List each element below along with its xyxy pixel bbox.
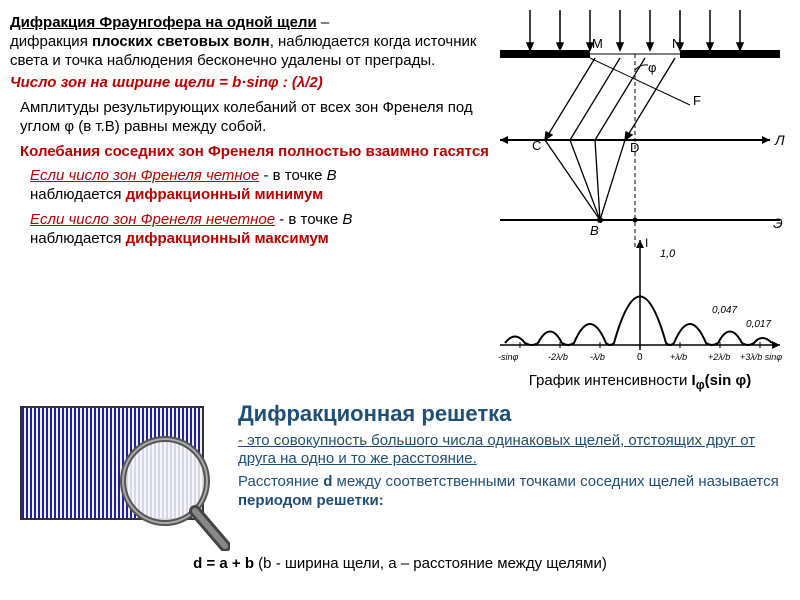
db: d bbox=[323, 473, 332, 490]
fb: (b - ширина щели, a – расстояние между щ… bbox=[254, 555, 607, 572]
label-F: F bbox=[693, 93, 701, 108]
xt4: +λ/b bbox=[670, 352, 687, 362]
label-M: M bbox=[592, 36, 603, 51]
xt6: +3λ/b sinφ bbox=[740, 352, 782, 362]
grating-dist: Расстояние d между соответственными точк… bbox=[238, 473, 790, 511]
grating-text: Дифракционная решетка - это совокупность… bbox=[230, 396, 790, 551]
ica: График интенсивности bbox=[529, 372, 692, 389]
text-column: Дифракция Фраунгофера на одной щели – ди… bbox=[10, 10, 490, 392]
ray-intensity-diagram: M N φ C D F Л bbox=[490, 10, 790, 370]
t2b: плоских световых волн bbox=[92, 33, 270, 50]
svg-text:I: I bbox=[645, 236, 648, 250]
xt2: -λ/b bbox=[590, 352, 605, 362]
grating-title: Дифракционная решетка bbox=[238, 400, 790, 428]
title-block: Дифракция Фраунгофера на одной щели – ди… bbox=[10, 14, 490, 70]
label-screen: Э bbox=[773, 215, 783, 231]
label-B: B bbox=[590, 223, 599, 238]
xt0: -sinφ bbox=[498, 352, 519, 362]
xt5: +2λ/b bbox=[708, 352, 730, 362]
yt3: 0,017 bbox=[746, 319, 771, 330]
xt3: 0 bbox=[637, 352, 643, 363]
odd-e: дифракционный максимум bbox=[126, 230, 329, 247]
diagram-column: M N φ C D F Л bbox=[490, 10, 790, 392]
even-c: B bbox=[327, 167, 337, 184]
yt2: 0,047 bbox=[712, 305, 737, 316]
intensity-caption: График интенсивности Iφ(sin φ) bbox=[490, 372, 790, 392]
label-lens: Л bbox=[774, 132, 785, 148]
dd: периодом решетки: bbox=[238, 492, 384, 509]
grating-row: Дифракционная решетка - это совокупность… bbox=[10, 396, 790, 551]
oscillation-cancel: Колебания соседних зон Френеля полностью… bbox=[20, 143, 490, 162]
top-row: Дифракция Фраунгофера на одной щели – ди… bbox=[10, 10, 790, 392]
grating-image bbox=[10, 396, 230, 551]
dash: – bbox=[317, 14, 330, 31]
label-N: N bbox=[672, 36, 681, 51]
da: Расстояние bbox=[238, 473, 323, 490]
even-d: наблюдается bbox=[30, 186, 126, 203]
odd-b: - в точке bbox=[275, 211, 342, 228]
even-zones: Если число зон Френеля четное - в точке … bbox=[30, 167, 490, 205]
odd-c: B bbox=[342, 211, 352, 228]
dc: между соответственными точками соседних … bbox=[332, 473, 778, 490]
fa: d = a + b bbox=[193, 555, 254, 572]
icd: (sin φ) bbox=[705, 372, 752, 389]
grating-def: - это совокупность большого числа одинак… bbox=[238, 432, 790, 470]
t2a: дифракция bbox=[10, 33, 92, 50]
odd-a: Если число зон Френеля нечетное bbox=[30, 211, 275, 228]
even-e: дифракционный минимум bbox=[126, 186, 324, 203]
label-phi: φ bbox=[648, 60, 656, 75]
odd-zones: Если число зон Френеля нечетное - в точк… bbox=[30, 211, 490, 249]
xt1: -2λ/b bbox=[548, 352, 568, 362]
zone-formula: Число зон на ширине щели = b·sinφ : (λ/2… bbox=[10, 74, 490, 93]
icc: φ bbox=[696, 378, 705, 392]
label-D: D bbox=[630, 140, 639, 155]
grating-formula: d = a + b (b - ширина щели, a – расстоян… bbox=[10, 555, 790, 574]
odd-d: наблюдается bbox=[30, 230, 126, 247]
yt1: 1,0 bbox=[660, 248, 676, 260]
magnifier-icon bbox=[110, 431, 230, 551]
amplitude-text: Амплитуды результирующих колебаний от вс… bbox=[20, 99, 490, 137]
even-b: - в точке bbox=[259, 167, 326, 184]
fraunhofer-title: Дифракция Фраунгофера на одной щели bbox=[10, 14, 317, 31]
even-a: Если число зон Френеля четное bbox=[30, 167, 259, 184]
